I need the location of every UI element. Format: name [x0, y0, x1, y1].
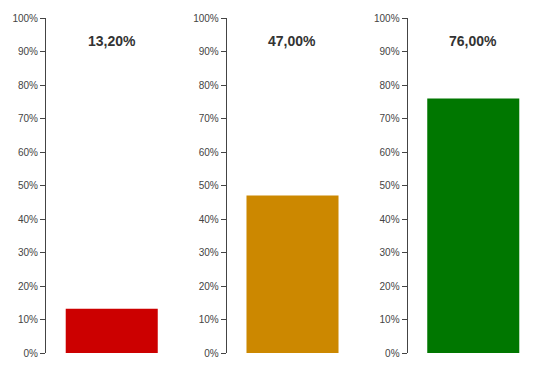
svg-text:40%: 40% — [199, 214, 219, 225]
svg-text:80%: 80% — [18, 80, 38, 91]
svg-text:50%: 50% — [380, 180, 400, 191]
svg-text:80%: 80% — [380, 80, 400, 91]
svg-text:10%: 10% — [380, 314, 400, 325]
svg-text:70%: 70% — [18, 113, 38, 124]
svg-text:90%: 90% — [199, 46, 219, 57]
svg-text:30%: 30% — [380, 247, 400, 258]
svg-text:20%: 20% — [199, 281, 219, 292]
svg-text:30%: 30% — [199, 247, 219, 258]
svg-text:13,20%: 13,20% — [88, 33, 136, 49]
svg-text:10%: 10% — [199, 314, 219, 325]
svg-text:70%: 70% — [199, 113, 219, 124]
svg-text:0%: 0% — [24, 348, 39, 359]
svg-text:100%: 100% — [374, 13, 400, 24]
svg-text:100%: 100% — [12, 13, 38, 24]
svg-text:10%: 10% — [18, 314, 38, 325]
svg-text:60%: 60% — [18, 147, 38, 158]
svg-text:0%: 0% — [204, 348, 219, 359]
svg-text:100%: 100% — [193, 13, 219, 24]
svg-text:30%: 30% — [18, 247, 38, 258]
svg-text:20%: 20% — [380, 281, 400, 292]
svg-text:0%: 0% — [385, 348, 400, 359]
svg-text:60%: 60% — [380, 147, 400, 158]
svg-text:40%: 40% — [18, 214, 38, 225]
svg-text:80%: 80% — [199, 80, 219, 91]
svg-text:40%: 40% — [380, 214, 400, 225]
svg-text:70%: 70% — [380, 113, 400, 124]
svg-text:47,00%: 47,00% — [268, 33, 316, 49]
svg-text:90%: 90% — [18, 46, 38, 57]
svg-text:76,00%: 76,00% — [449, 33, 497, 49]
svg-text:90%: 90% — [380, 46, 400, 57]
svg-text:50%: 50% — [18, 180, 38, 191]
svg-text:50%: 50% — [199, 180, 219, 191]
svg-text:20%: 20% — [18, 281, 38, 292]
svg-text:60%: 60% — [199, 147, 219, 158]
